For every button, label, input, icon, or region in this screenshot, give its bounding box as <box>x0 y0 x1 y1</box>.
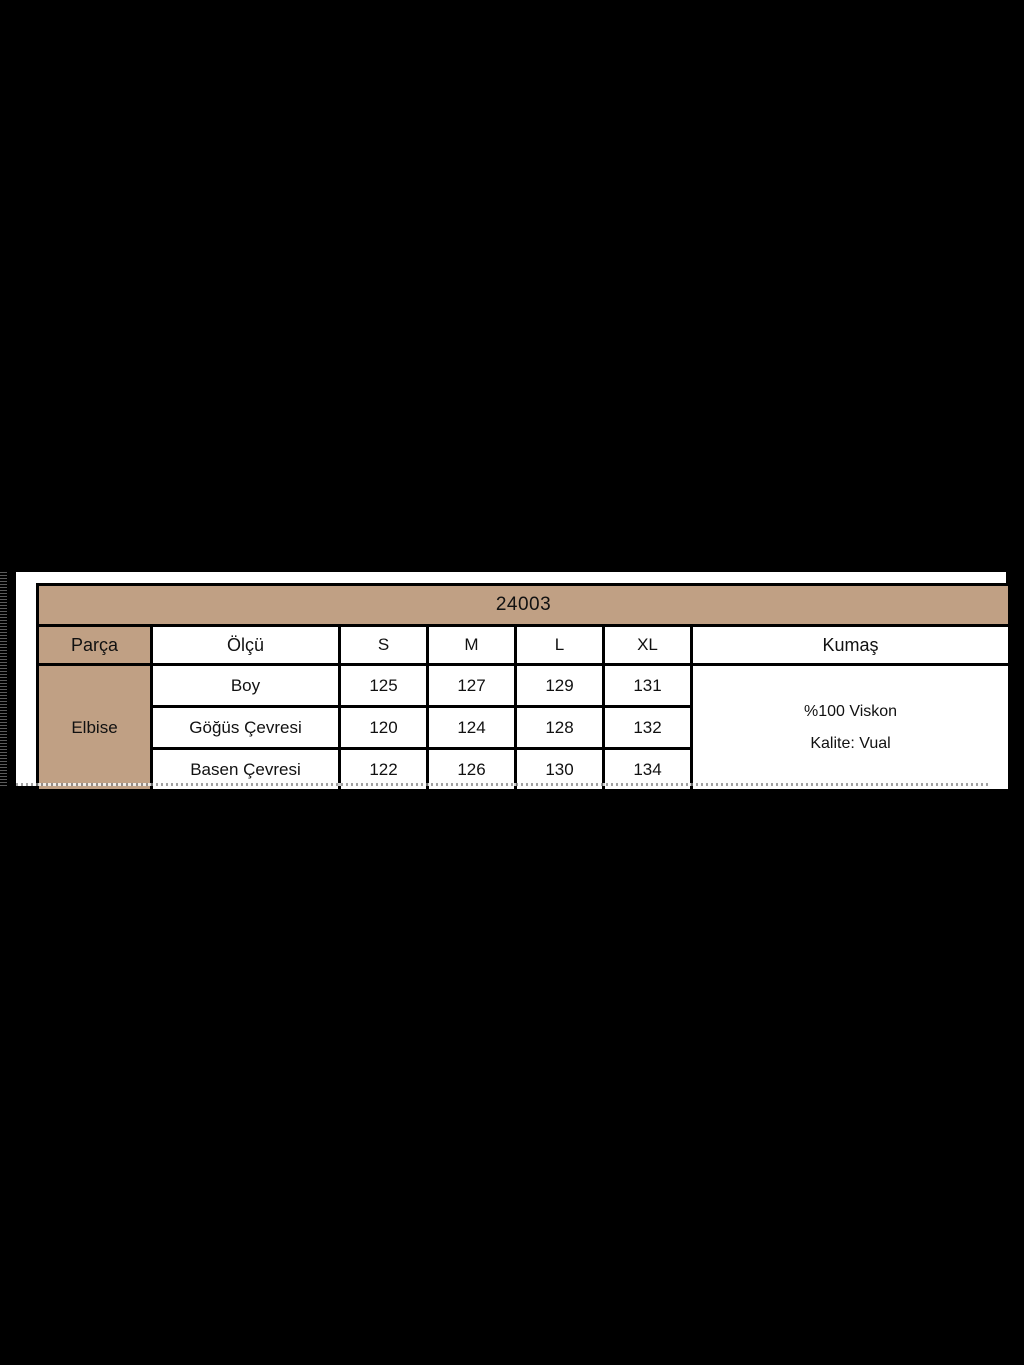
measure-value-xl: 132 <box>602 705 693 750</box>
header-fabric: Kumaş <box>689 624 1012 666</box>
fabric-quality-line: Kalite: Vual <box>810 734 891 752</box>
measure-value-l: 128 <box>514 705 605 750</box>
header-size-l: L <box>514 624 605 666</box>
header-size-m: M <box>426 624 517 666</box>
header-measure: Ölçü <box>150 624 341 666</box>
scan-artifact-left <box>0 572 7 786</box>
table-title-row: 24003 <box>35 583 1012 627</box>
table-header-row: Parça Ölçü S M L XL Kumaş <box>36 624 1012 666</box>
header-part: Parça <box>36 624 153 666</box>
measure-value-l: 129 <box>514 663 605 708</box>
header-size-xl: XL <box>602 624 693 666</box>
table-row: Elbise Boy 125 127 129 131 %100 Viskon K… <box>36 663 1012 792</box>
header-size-s: S <box>338 624 429 666</box>
fabric-composition-cell: %100 Viskon Kalite: Vual <box>689 663 1012 792</box>
measure-label: Boy <box>150 663 341 708</box>
fabric-composition-line: %100 Viskon <box>803 702 898 720</box>
measure-label: Göğüs Çevresi <box>150 705 341 750</box>
table-row: Göğüs Çevresi 120 124 128 132 <box>38 705 1010 750</box>
scan-artifact-bottom <box>16 783 991 786</box>
measure-value-s: 125 <box>338 663 429 708</box>
size-chart-table: 24003 Parça Ölçü S M L XL Kumaş Elbise B… <box>35 583 1012 792</box>
part-name-elbise: Elbise <box>36 663 153 792</box>
measure-value-m: 124 <box>426 705 517 750</box>
measure-value-s: 120 <box>338 705 429 750</box>
product-code-title: 24003 <box>35 583 1012 627</box>
measure-value-xl: 131 <box>602 663 693 708</box>
size-chart-sheet: 24003 Parça Ölçü S M L XL Kumaş Elbise B… <box>16 572 1012 792</box>
measure-value-m: 127 <box>426 663 517 708</box>
